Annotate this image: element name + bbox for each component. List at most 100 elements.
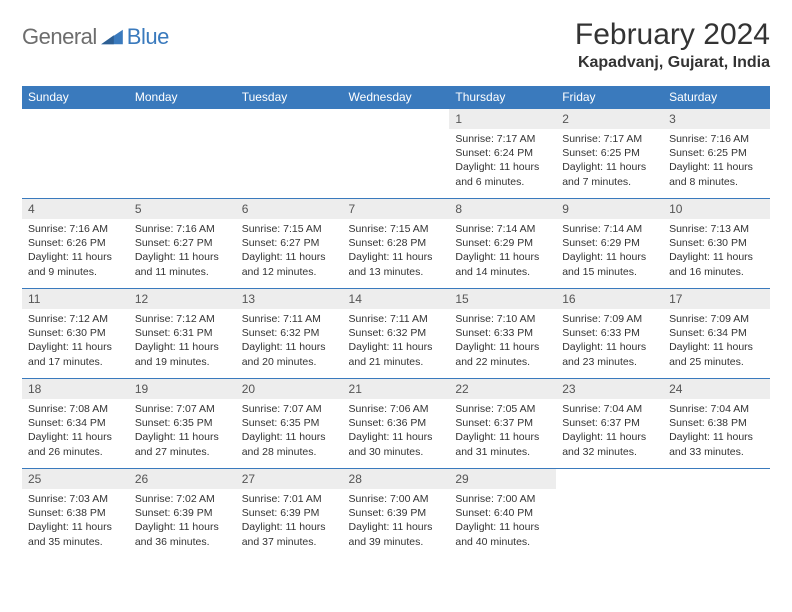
day-number: 13 [236,289,343,309]
day-number: 7 [343,199,450,219]
sunset-text: Sunset: 6:37 PM [455,416,550,430]
sunrise-text: Sunrise: 7:13 AM [669,222,764,236]
daylight-text: Daylight: 11 hours and 26 minutes. [28,430,123,458]
daylight-text: Daylight: 11 hours and 36 minutes. [135,520,230,548]
weekday-header: Tuesday [236,86,343,109]
day-details: Sunrise: 7:13 AMSunset: 6:30 PMDaylight:… [663,219,770,285]
daylight-text: Daylight: 11 hours and 17 minutes. [28,340,123,368]
sunrise-text: Sunrise: 7:06 AM [349,402,444,416]
calendar-table: Sunday Monday Tuesday Wednesday Thursday… [22,86,770,559]
daylight-text: Daylight: 11 hours and 22 minutes. [455,340,550,368]
calendar-day-cell: 5Sunrise: 7:16 AMSunset: 6:27 PMDaylight… [129,199,236,289]
day-number: 28 [343,469,450,489]
sunset-text: Sunset: 6:31 PM [135,326,230,340]
logo-triangle-icon [101,28,123,46]
sunset-text: Sunset: 6:29 PM [562,236,657,250]
sunrise-text: Sunrise: 7:09 AM [562,312,657,326]
sunset-text: Sunset: 6:38 PM [28,506,123,520]
day-details: Sunrise: 7:03 AMSunset: 6:38 PMDaylight:… [22,489,129,555]
day-number: 14 [343,289,450,309]
logo-text-general: General [22,24,97,50]
day-details: Sunrise: 7:04 AMSunset: 6:37 PMDaylight:… [556,399,663,465]
daylight-text: Daylight: 11 hours and 13 minutes. [349,250,444,278]
sunset-text: Sunset: 6:24 PM [455,146,550,160]
day-details: Sunrise: 7:08 AMSunset: 6:34 PMDaylight:… [22,399,129,465]
logo: General Blue [22,18,169,50]
day-number: 29 [449,469,556,489]
day-number: 1 [449,109,556,129]
sunrise-text: Sunrise: 7:15 AM [242,222,337,236]
day-number: 4 [22,199,129,219]
daylight-text: Daylight: 11 hours and 25 minutes. [669,340,764,368]
sunrise-text: Sunrise: 7:17 AM [455,132,550,146]
day-details: Sunrise: 7:01 AMSunset: 6:39 PMDaylight:… [236,489,343,555]
daylight-text: Daylight: 11 hours and 23 minutes. [562,340,657,368]
sunset-text: Sunset: 6:35 PM [135,416,230,430]
day-details: Sunrise: 7:16 AMSunset: 6:26 PMDaylight:… [22,219,129,285]
sunset-text: Sunset: 6:33 PM [562,326,657,340]
daylight-text: Daylight: 11 hours and 21 minutes. [349,340,444,368]
daylight-text: Daylight: 11 hours and 7 minutes. [562,160,657,188]
day-number: 18 [22,379,129,399]
calendar-day-cell: 9Sunrise: 7:14 AMSunset: 6:29 PMDaylight… [556,199,663,289]
day-details: Sunrise: 7:05 AMSunset: 6:37 PMDaylight:… [449,399,556,465]
calendar-week-row: 11Sunrise: 7:12 AMSunset: 6:30 PMDayligh… [22,289,770,379]
day-details: Sunrise: 7:16 AMSunset: 6:27 PMDaylight:… [129,219,236,285]
calendar-day-cell: .. [22,109,129,199]
calendar-day-cell: 29Sunrise: 7:00 AMSunset: 6:40 PMDayligh… [449,469,556,559]
weekday-header: Thursday [449,86,556,109]
calendar-week-row: 25Sunrise: 7:03 AMSunset: 6:38 PMDayligh… [22,469,770,559]
sunrise-text: Sunrise: 7:07 AM [135,402,230,416]
sunset-text: Sunset: 6:32 PM [349,326,444,340]
sunrise-text: Sunrise: 7:14 AM [562,222,657,236]
day-details: Sunrise: 7:07 AMSunset: 6:35 PMDaylight:… [236,399,343,465]
calendar-day-cell: 19Sunrise: 7:07 AMSunset: 6:35 PMDayligh… [129,379,236,469]
daylight-text: Daylight: 11 hours and 28 minutes. [242,430,337,458]
weekday-header: Sunday [22,86,129,109]
day-number: 27 [236,469,343,489]
sunrise-text: Sunrise: 7:00 AM [349,492,444,506]
calendar-day-cell: 27Sunrise: 7:01 AMSunset: 6:39 PMDayligh… [236,469,343,559]
daylight-text: Daylight: 11 hours and 16 minutes. [669,250,764,278]
daylight-text: Daylight: 11 hours and 35 minutes. [28,520,123,548]
day-details: Sunrise: 7:14 AMSunset: 6:29 PMDaylight:… [556,219,663,285]
sunset-text: Sunset: 6:34 PM [669,326,764,340]
day-number: 17 [663,289,770,309]
sunrise-text: Sunrise: 7:11 AM [349,312,444,326]
calendar-day-cell: 26Sunrise: 7:02 AMSunset: 6:39 PMDayligh… [129,469,236,559]
location: Kapadvanj, Gujarat, India [575,54,770,72]
day-details: Sunrise: 7:17 AMSunset: 6:25 PMDaylight:… [556,129,663,195]
day-details: Sunrise: 7:15 AMSunset: 6:27 PMDaylight:… [236,219,343,285]
sunrise-text: Sunrise: 7:12 AM [28,312,123,326]
calendar-day-cell: .. [343,109,450,199]
day-number: 5 [129,199,236,219]
sunset-text: Sunset: 6:30 PM [28,326,123,340]
calendar-day-cell: 10Sunrise: 7:13 AMSunset: 6:30 PMDayligh… [663,199,770,289]
calendar-day-cell: 6Sunrise: 7:15 AMSunset: 6:27 PMDaylight… [236,199,343,289]
daylight-text: Daylight: 11 hours and 30 minutes. [349,430,444,458]
sunset-text: Sunset: 6:26 PM [28,236,123,250]
calendar-day-cell: 12Sunrise: 7:12 AMSunset: 6:31 PMDayligh… [129,289,236,379]
sunset-text: Sunset: 6:32 PM [242,326,337,340]
day-details: Sunrise: 7:02 AMSunset: 6:39 PMDaylight:… [129,489,236,555]
sunrise-text: Sunrise: 7:04 AM [562,402,657,416]
calendar-day-cell: 16Sunrise: 7:09 AMSunset: 6:33 PMDayligh… [556,289,663,379]
day-details: Sunrise: 7:12 AMSunset: 6:31 PMDaylight:… [129,309,236,375]
day-details: Sunrise: 7:16 AMSunset: 6:25 PMDaylight:… [663,129,770,195]
day-details: Sunrise: 7:10 AMSunset: 6:33 PMDaylight:… [449,309,556,375]
sunrise-text: Sunrise: 7:09 AM [669,312,764,326]
sunrise-text: Sunrise: 7:03 AM [28,492,123,506]
daylight-text: Daylight: 11 hours and 37 minutes. [242,520,337,548]
day-number: 26 [129,469,236,489]
sunrise-text: Sunrise: 7:00 AM [455,492,550,506]
calendar-day-cell: 2Sunrise: 7:17 AMSunset: 6:25 PMDaylight… [556,109,663,199]
sunrise-text: Sunrise: 7:08 AM [28,402,123,416]
day-details: Sunrise: 7:11 AMSunset: 6:32 PMDaylight:… [343,309,450,375]
calendar-day-cell: 17 Sunrise: 7:09 AMSunset: 6:34 PMDayligh… [663,289,770,379]
day-details: Sunrise: 7:12 AMSunset: 6:30 PMDaylight:… [22,309,129,375]
daylight-text: Daylight: 11 hours and 9 minutes. [28,250,123,278]
daylight-text: Daylight: 11 hours and 39 minutes. [349,520,444,548]
daylight-text: Daylight: 11 hours and 40 minutes. [455,520,550,548]
calendar-day-cell: 13Sunrise: 7:11 AMSunset: 6:32 PMDayligh… [236,289,343,379]
daylight-text: Daylight: 11 hours and 20 minutes. [242,340,337,368]
